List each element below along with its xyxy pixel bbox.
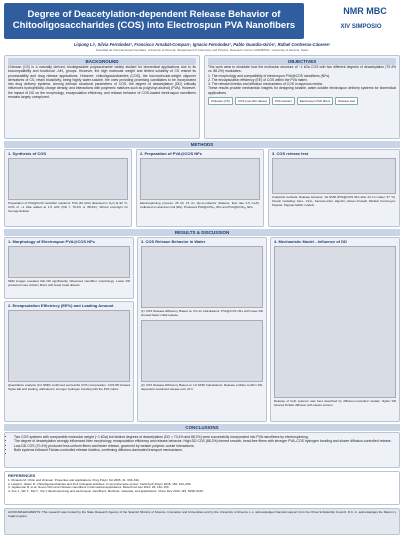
heading: BACKGROUND xyxy=(8,58,196,65)
flow-step: Release test xyxy=(335,97,358,106)
reference: 3. Jayakumar R. et al. Novel chitin and … xyxy=(8,485,170,490)
method-panel: 1. Synthesis of COS Preparation of PVA@C… xyxy=(4,149,132,227)
reference: 1. Rinaudo M. Chitin and chitosan: Prope… xyxy=(8,477,140,482)
text: Electrospinning process: 25 kV, 15 cm (t… xyxy=(140,201,260,210)
figure xyxy=(8,246,130,279)
result-panel: 3. COS Release Behavior in Water (1) COS… xyxy=(137,237,267,422)
figure xyxy=(140,158,260,201)
text: Analytical methods: Release behavior: 1H… xyxy=(272,195,396,207)
heading: REFERENCES xyxy=(8,473,36,478)
text: Chitosan (CS) is a naturally derived, bi… xyxy=(8,65,196,100)
text: These results provide mechanistic insigh… xyxy=(208,86,396,95)
section-header: CONCLUSIONS xyxy=(4,424,400,431)
panel-title: 1. Morphology of Electrospun PVA@COS NFs xyxy=(8,239,95,244)
background-box: BACKGROUND Chitosan (CS) is a naturally … xyxy=(4,55,200,139)
affiliations: ¹Facultad de Ciencias Experimentales, Un… xyxy=(95,48,309,52)
text: Quantitative analysis (1H NMR) confirmed… xyxy=(8,383,130,392)
flow-step: PVA solution xyxy=(272,97,295,106)
flow-step: Electrospun PVA fibers xyxy=(296,97,334,106)
method-panel: 3. COS release test Analytical methods: … xyxy=(268,149,400,227)
panel-title: 3. COS Release Behavior in Water xyxy=(141,239,206,244)
text: Preparation of PVA@COS nanofiber solutio… xyxy=(8,201,128,213)
text: Release of both systems was best describ… xyxy=(274,399,396,408)
flow-step: COS (non-DD values) xyxy=(234,97,271,106)
symposium: XIV SIMPOSIO xyxy=(340,24,382,30)
result-panel: 2. Encapsulation Efficiency (EE%) and Lo… xyxy=(4,301,134,422)
section-header: METHODS xyxy=(4,141,400,148)
panel-title: 4. Mechanistic Model - Influence of DD xyxy=(274,239,347,244)
heading: OBJECTIVES xyxy=(208,58,396,65)
section-header: RESULTS & DISCUSSION xyxy=(4,229,400,236)
acknowledgments: ACKNOWLEDGMENTS: This research was funde… xyxy=(4,508,400,535)
item: 2. The encapsulation efficiency (EE) of … xyxy=(208,77,308,82)
flow: Chitosan (CS) COS (non-DD values) PVA so… xyxy=(208,97,396,106)
conclusions-box: Two COS systems with comparable molecula… xyxy=(4,432,400,468)
text: SEM images revealed that DD significantl… xyxy=(8,279,130,288)
item: 3. The release kinetics and diffusion me… xyxy=(208,82,323,87)
title: Degree of Deacetylation-dependent Releas… xyxy=(4,3,304,39)
panel-title: 1. Synthesis of COS xyxy=(8,151,47,156)
figure xyxy=(8,310,130,383)
objectives-box: OBJECTIVES This work aims to elucidate h… xyxy=(204,55,400,139)
item xyxy=(14,452,396,456)
figure xyxy=(141,246,263,309)
item: 1. The morphology and compatibility of e… xyxy=(208,73,331,78)
panel-title: 3. COS release test xyxy=(272,151,309,156)
item: Two COS systems with comparable molecula… xyxy=(14,435,396,439)
figure xyxy=(8,158,128,201)
method-panel: 2. Preparation of PVA@COS NFs Electrospi… xyxy=(136,149,264,227)
item: The degree of deacetylation strongly inf… xyxy=(14,439,396,443)
reference: 4. Xue J., Wu T., Dai Y., Xia Y. Electro… xyxy=(8,489,204,494)
panel-title: 2. Preparation of PVA@COS NFs xyxy=(140,151,202,156)
references-box: REFERENCES 1. Rinaudo M. Chitin and chit… xyxy=(4,471,400,505)
panel-title: 2. Encapsulation Efficiency (EE%) and Lo… xyxy=(8,303,114,308)
figure xyxy=(272,158,396,195)
item: Both systems followed Fickian-controlled… xyxy=(14,448,396,452)
flow-step: Chitosan (CS) xyxy=(208,97,233,106)
result-panel: 4. Mechanistic Model - Influence of DD R… xyxy=(270,237,400,422)
figure xyxy=(141,319,263,382)
text: (1) COS Release Efficiency Based on UV-v… xyxy=(141,309,263,318)
result-panel: 1. Morphology of Electrospun PVA@COS NFs… xyxy=(4,237,134,299)
item: Low-DD COS (70.4%) produced less uniform… xyxy=(14,444,396,448)
text: This work aims to elucidate how the mole… xyxy=(208,65,396,74)
figure xyxy=(274,246,396,399)
reference: 2. Liaqat F., Eltem R. Chitooligosacchar… xyxy=(8,481,192,486)
text: (2) COS Release Efficiency Based on 1H N… xyxy=(141,382,263,391)
authors: Liqiong Li¹, Silvia Fernández², Francisc… xyxy=(73,42,331,47)
logo: NMR MBC xyxy=(343,6,387,16)
